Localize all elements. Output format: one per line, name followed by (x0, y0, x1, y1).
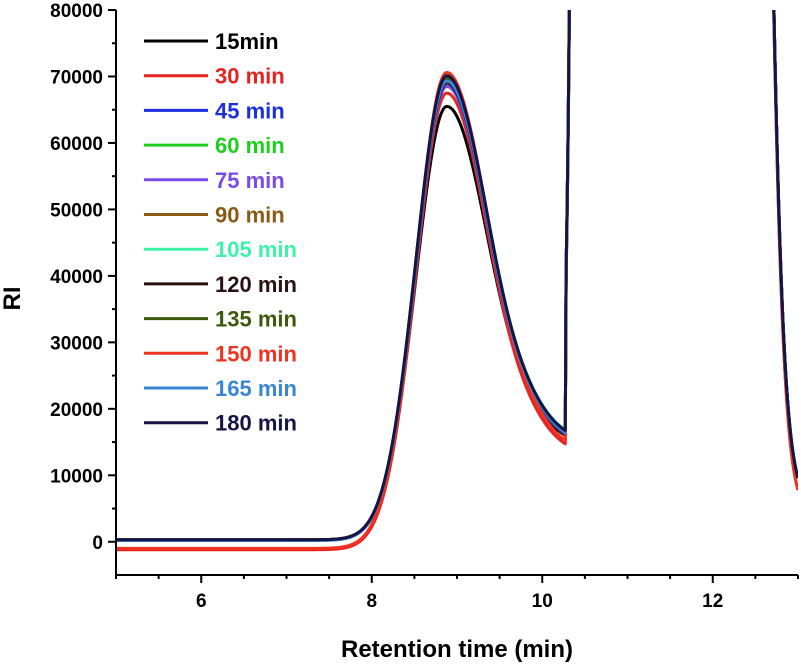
legend-label: 45 min (215, 98, 285, 123)
series-layer (116, 10, 798, 552)
x-tick-label: 6 (196, 591, 207, 612)
legend: 15min 30 min 45 min 60 min 75 min 90 min 105 m… (144, 29, 297, 436)
x-axis-title: Retention time (min) (341, 636, 573, 663)
legend-label: 75 min (215, 168, 285, 193)
legend-label: 150 min (215, 341, 297, 366)
y-tick-label: 10000 (50, 466, 103, 487)
legend-label: 135 min (215, 307, 297, 332)
legend-label: 105 min (215, 237, 297, 262)
y-tick-label: 70000 (50, 67, 103, 88)
legend-label: 60 min (215, 133, 285, 158)
legend-label: 30 min (215, 64, 285, 89)
y-axis-title: RI (0, 287, 26, 311)
y-tick-label: 20000 (50, 400, 103, 421)
legend-label: 120 min (215, 272, 297, 297)
y-tick-label: 80000 (50, 1, 103, 22)
y-tick-label: 60000 (50, 134, 103, 155)
legend-label: 165 min (215, 376, 297, 401)
x-tick-label: 12 (702, 591, 723, 612)
y-tick-label: 0 (92, 533, 103, 554)
series-line-180-min (116, 10, 798, 542)
y-tick-label: 40000 (50, 267, 103, 288)
legend-label: 180 min (215, 411, 297, 436)
x-tick-label: 10 (532, 591, 553, 612)
y-tick-label: 30000 (50, 333, 103, 354)
y-tick-label: 50000 (50, 200, 103, 221)
x-tick-label: 8 (366, 591, 377, 612)
legend-label: 90 min (215, 203, 285, 228)
legend-label: 15min (215, 29, 279, 54)
